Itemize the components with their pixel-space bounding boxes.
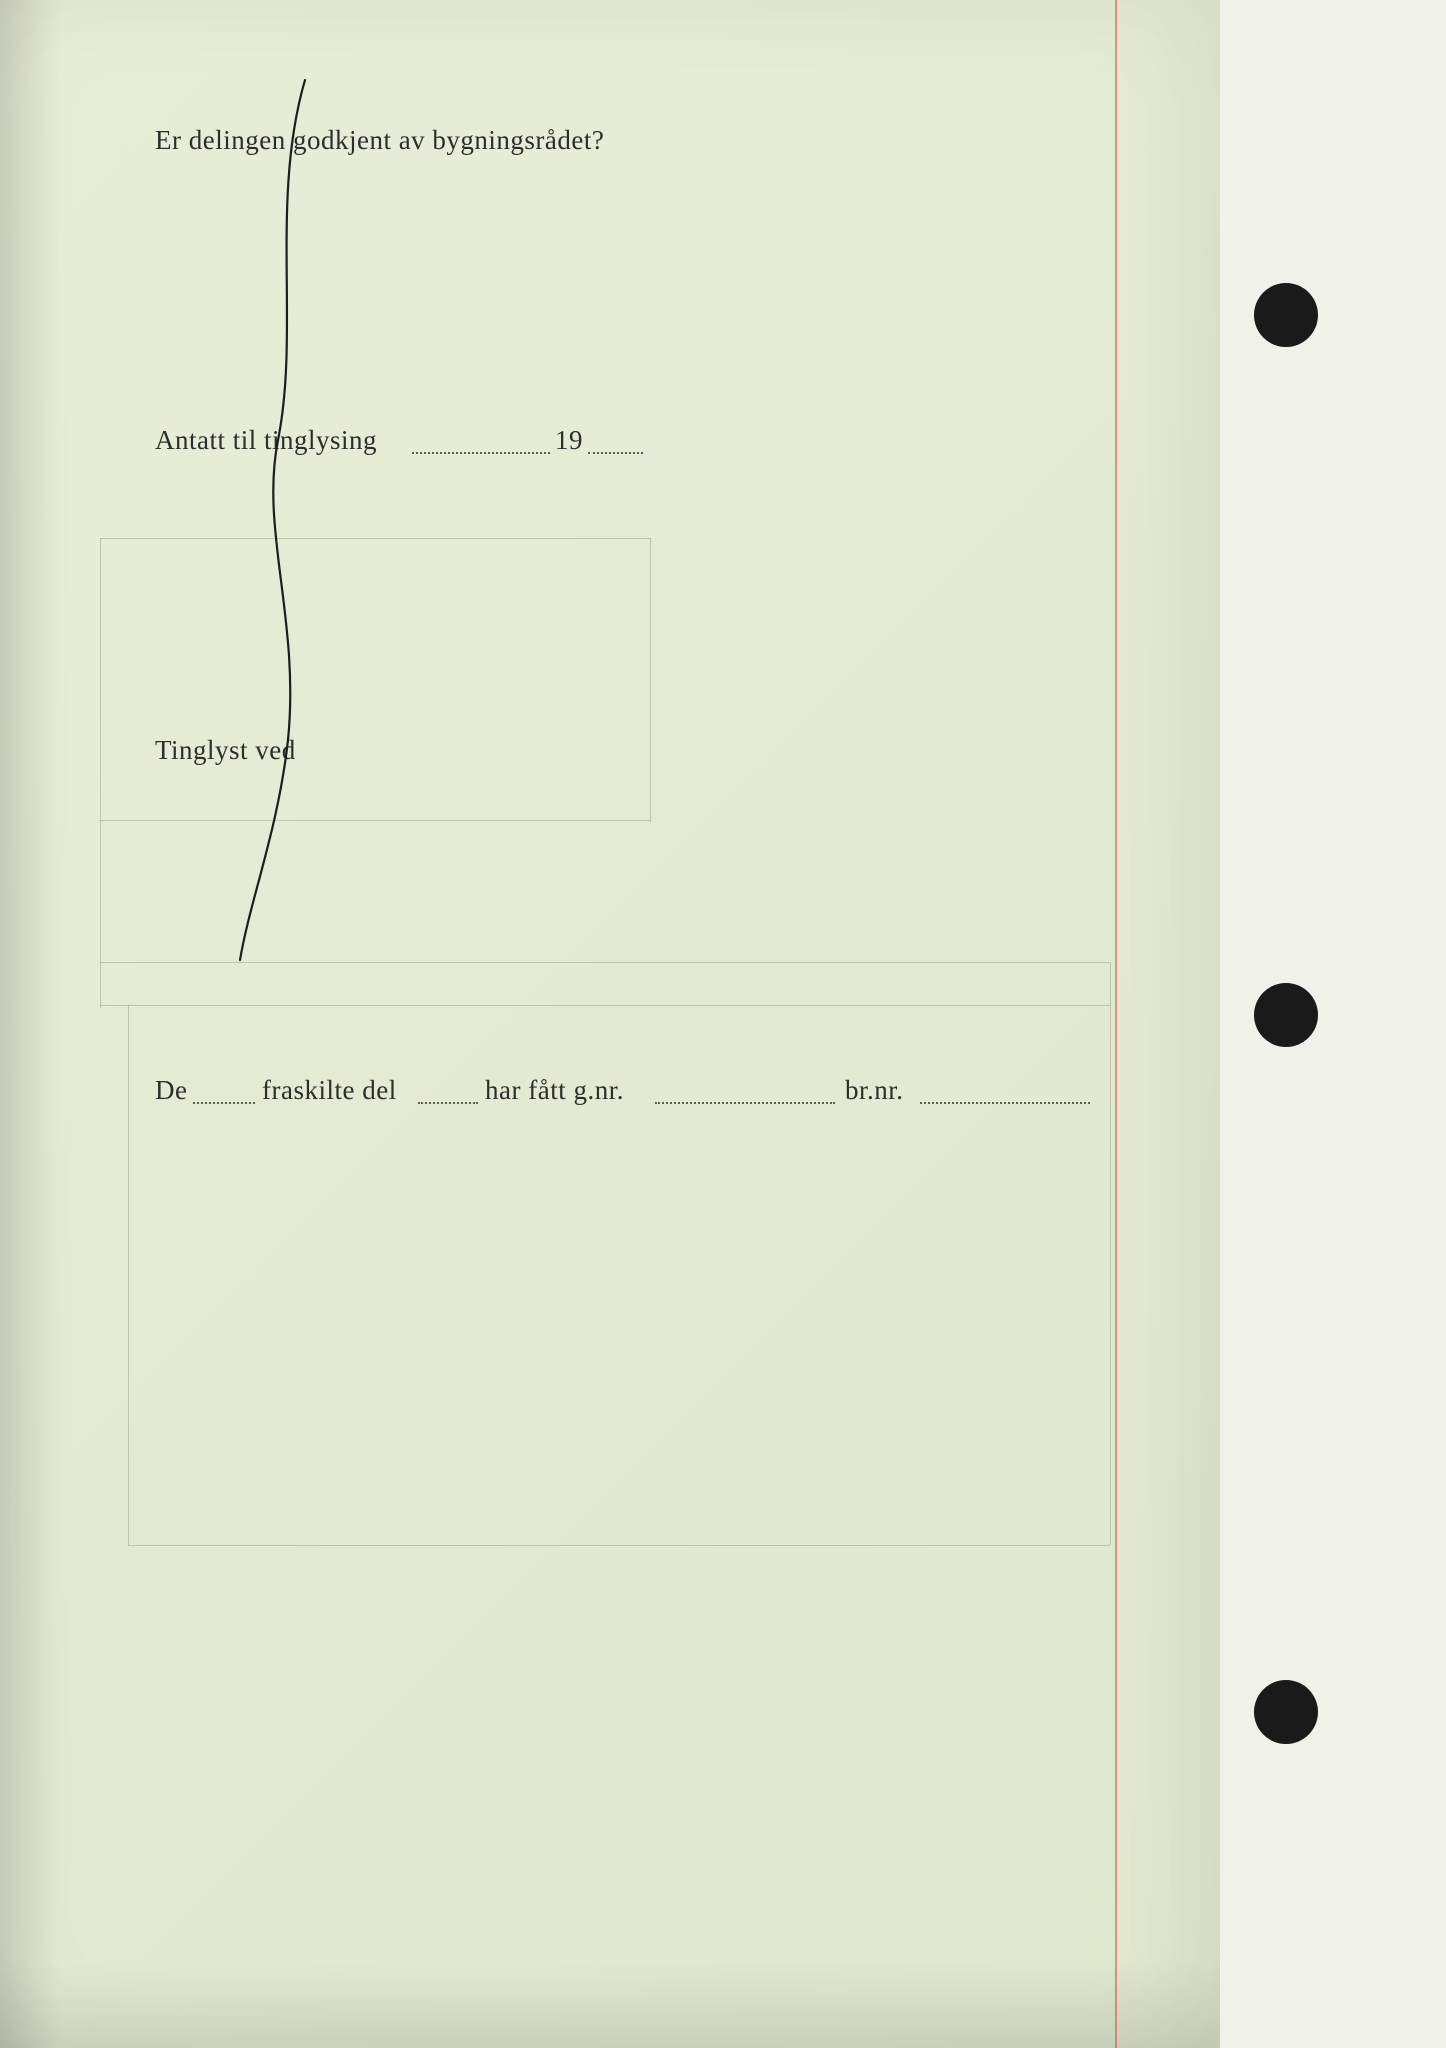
faint-rule-v3 (1110, 962, 1111, 1545)
faint-rule-v4 (128, 1005, 129, 1545)
label-fraskilte-del: fraskilte del (262, 1075, 397, 1106)
faint-rule-4 (100, 1005, 1110, 1006)
page-shadow-left (0, 0, 60, 2048)
faint-rule-v1 (100, 538, 101, 1008)
faint-rule-2 (100, 820, 650, 821)
question-bygningsradet: Er delingen godkjent av bygningsrådet? (155, 125, 604, 156)
red-margin-line (1115, 0, 1117, 2048)
dotted-fraskilte (418, 1102, 478, 1104)
punch-hole-bottom (1254, 1680, 1318, 1744)
faint-rule-3 (100, 962, 1110, 963)
label-brnr: br.nr. (845, 1075, 904, 1106)
label-tinglyst-ved: Tinglyst ved (155, 735, 296, 766)
label-antatt-tinglysing: Antatt til tinglysing (155, 425, 377, 456)
pen-curve-path (240, 80, 305, 960)
dotted-de (193, 1102, 255, 1104)
dotted-tinglysing-date (412, 452, 550, 454)
page-shadow-bottom (0, 1958, 1220, 2048)
pen-strike-curve (0, 0, 1220, 2048)
label-year-prefix: 19 (555, 425, 583, 456)
faint-rule-5 (128, 1545, 1110, 1546)
dotted-gnr (655, 1102, 835, 1104)
label-har-fatt-gnr: har fått g.nr. (485, 1075, 624, 1106)
label-de: De (155, 1075, 187, 1106)
document-page: Er delingen godkjent av bygningsrådet? A… (0, 0, 1220, 2048)
faint-rule-v2 (650, 538, 651, 823)
punch-hole-top (1254, 283, 1318, 347)
faint-rule-1 (100, 538, 650, 539)
punch-hole-middle (1254, 983, 1318, 1047)
dotted-brnr (920, 1102, 1090, 1104)
dotted-year-suffix (588, 452, 643, 454)
